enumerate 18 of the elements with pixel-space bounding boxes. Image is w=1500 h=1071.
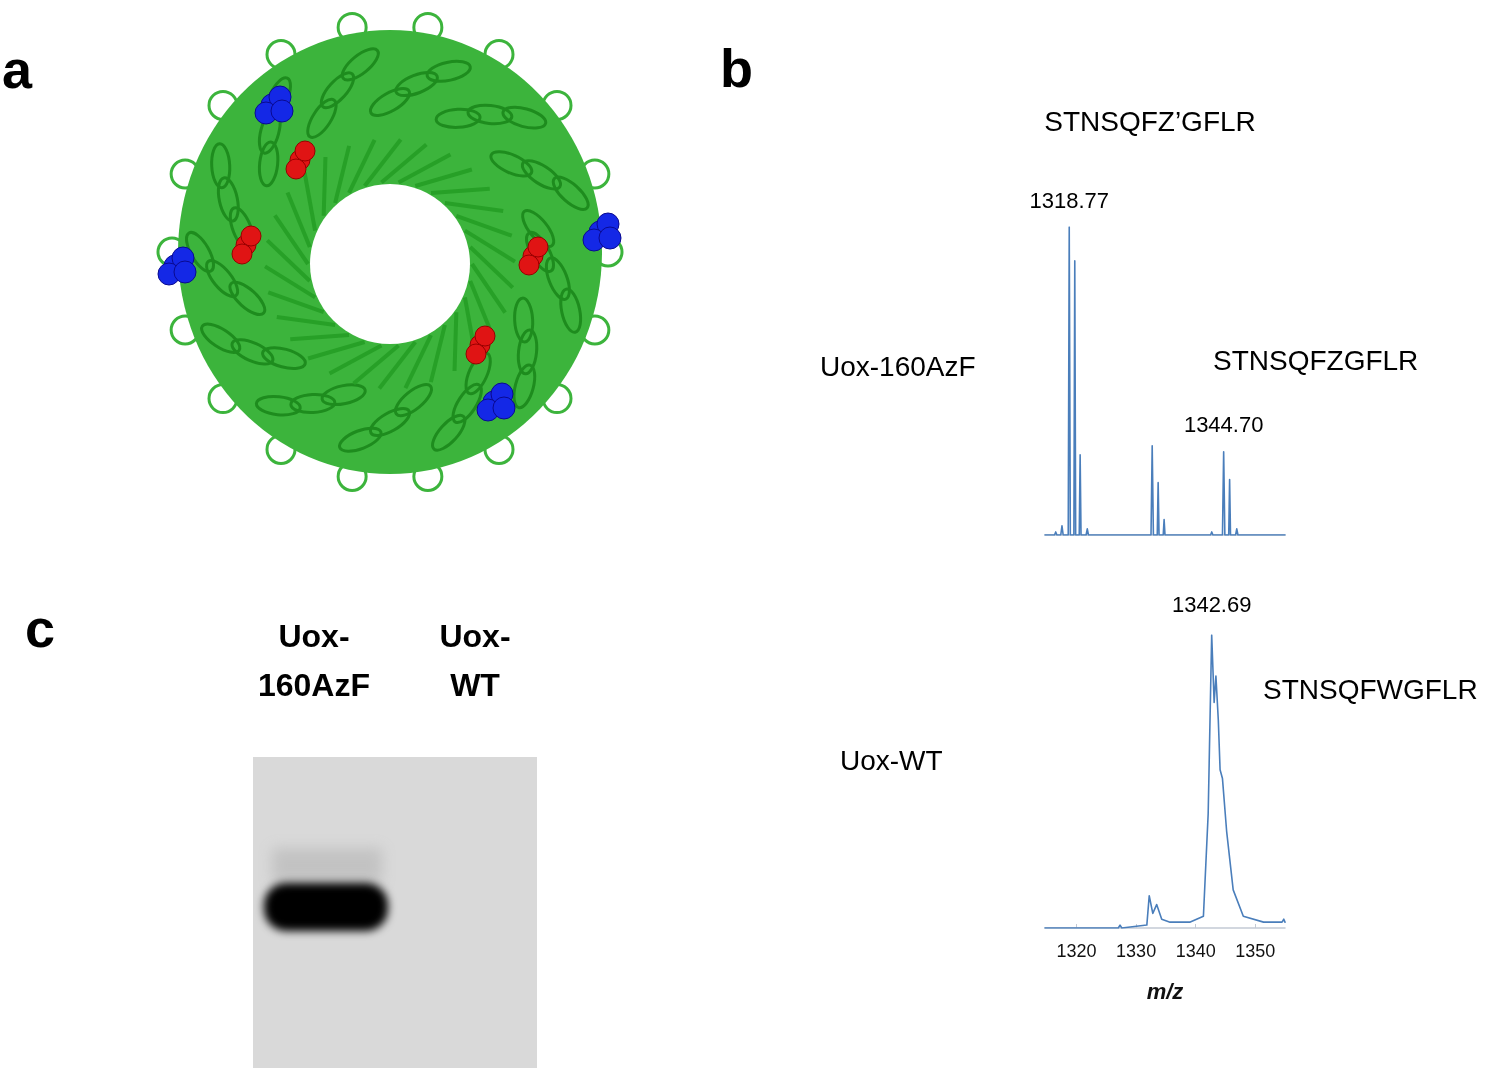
text: Uox-WT: [438, 617, 512, 705]
y-axis-title: Uox-WT: [840, 744, 943, 776]
text: c: [25, 598, 56, 658]
y-axis-title: Uox-160AzF: [820, 350, 976, 382]
chart-title: b: [720, 38, 753, 98]
text: a: [2, 39, 33, 99]
annotation: 1344.70: [1183, 412, 1264, 438]
annotation: 1318.77: [1029, 187, 1109, 213]
x-tick-label: 1350: [1235, 941, 1276, 961]
x-tick-label: 1330: [1116, 941, 1157, 961]
annotation: 1342.69: [1171, 591, 1252, 617]
x-axis-title: m/z: [1146, 978, 1184, 1004]
text: STNSQFZ’GFLR: [1044, 105, 1256, 137]
annotation: STNSQFZGFLR: [1213, 344, 1419, 376]
text: Uox-160AzF: [256, 617, 371, 705]
annotation: STNSQFWGFLR: [1263, 673, 1478, 705]
x-tick-label: 1340: [1175, 941, 1216, 961]
x-tick-label: 1320: [1056, 941, 1097, 961]
